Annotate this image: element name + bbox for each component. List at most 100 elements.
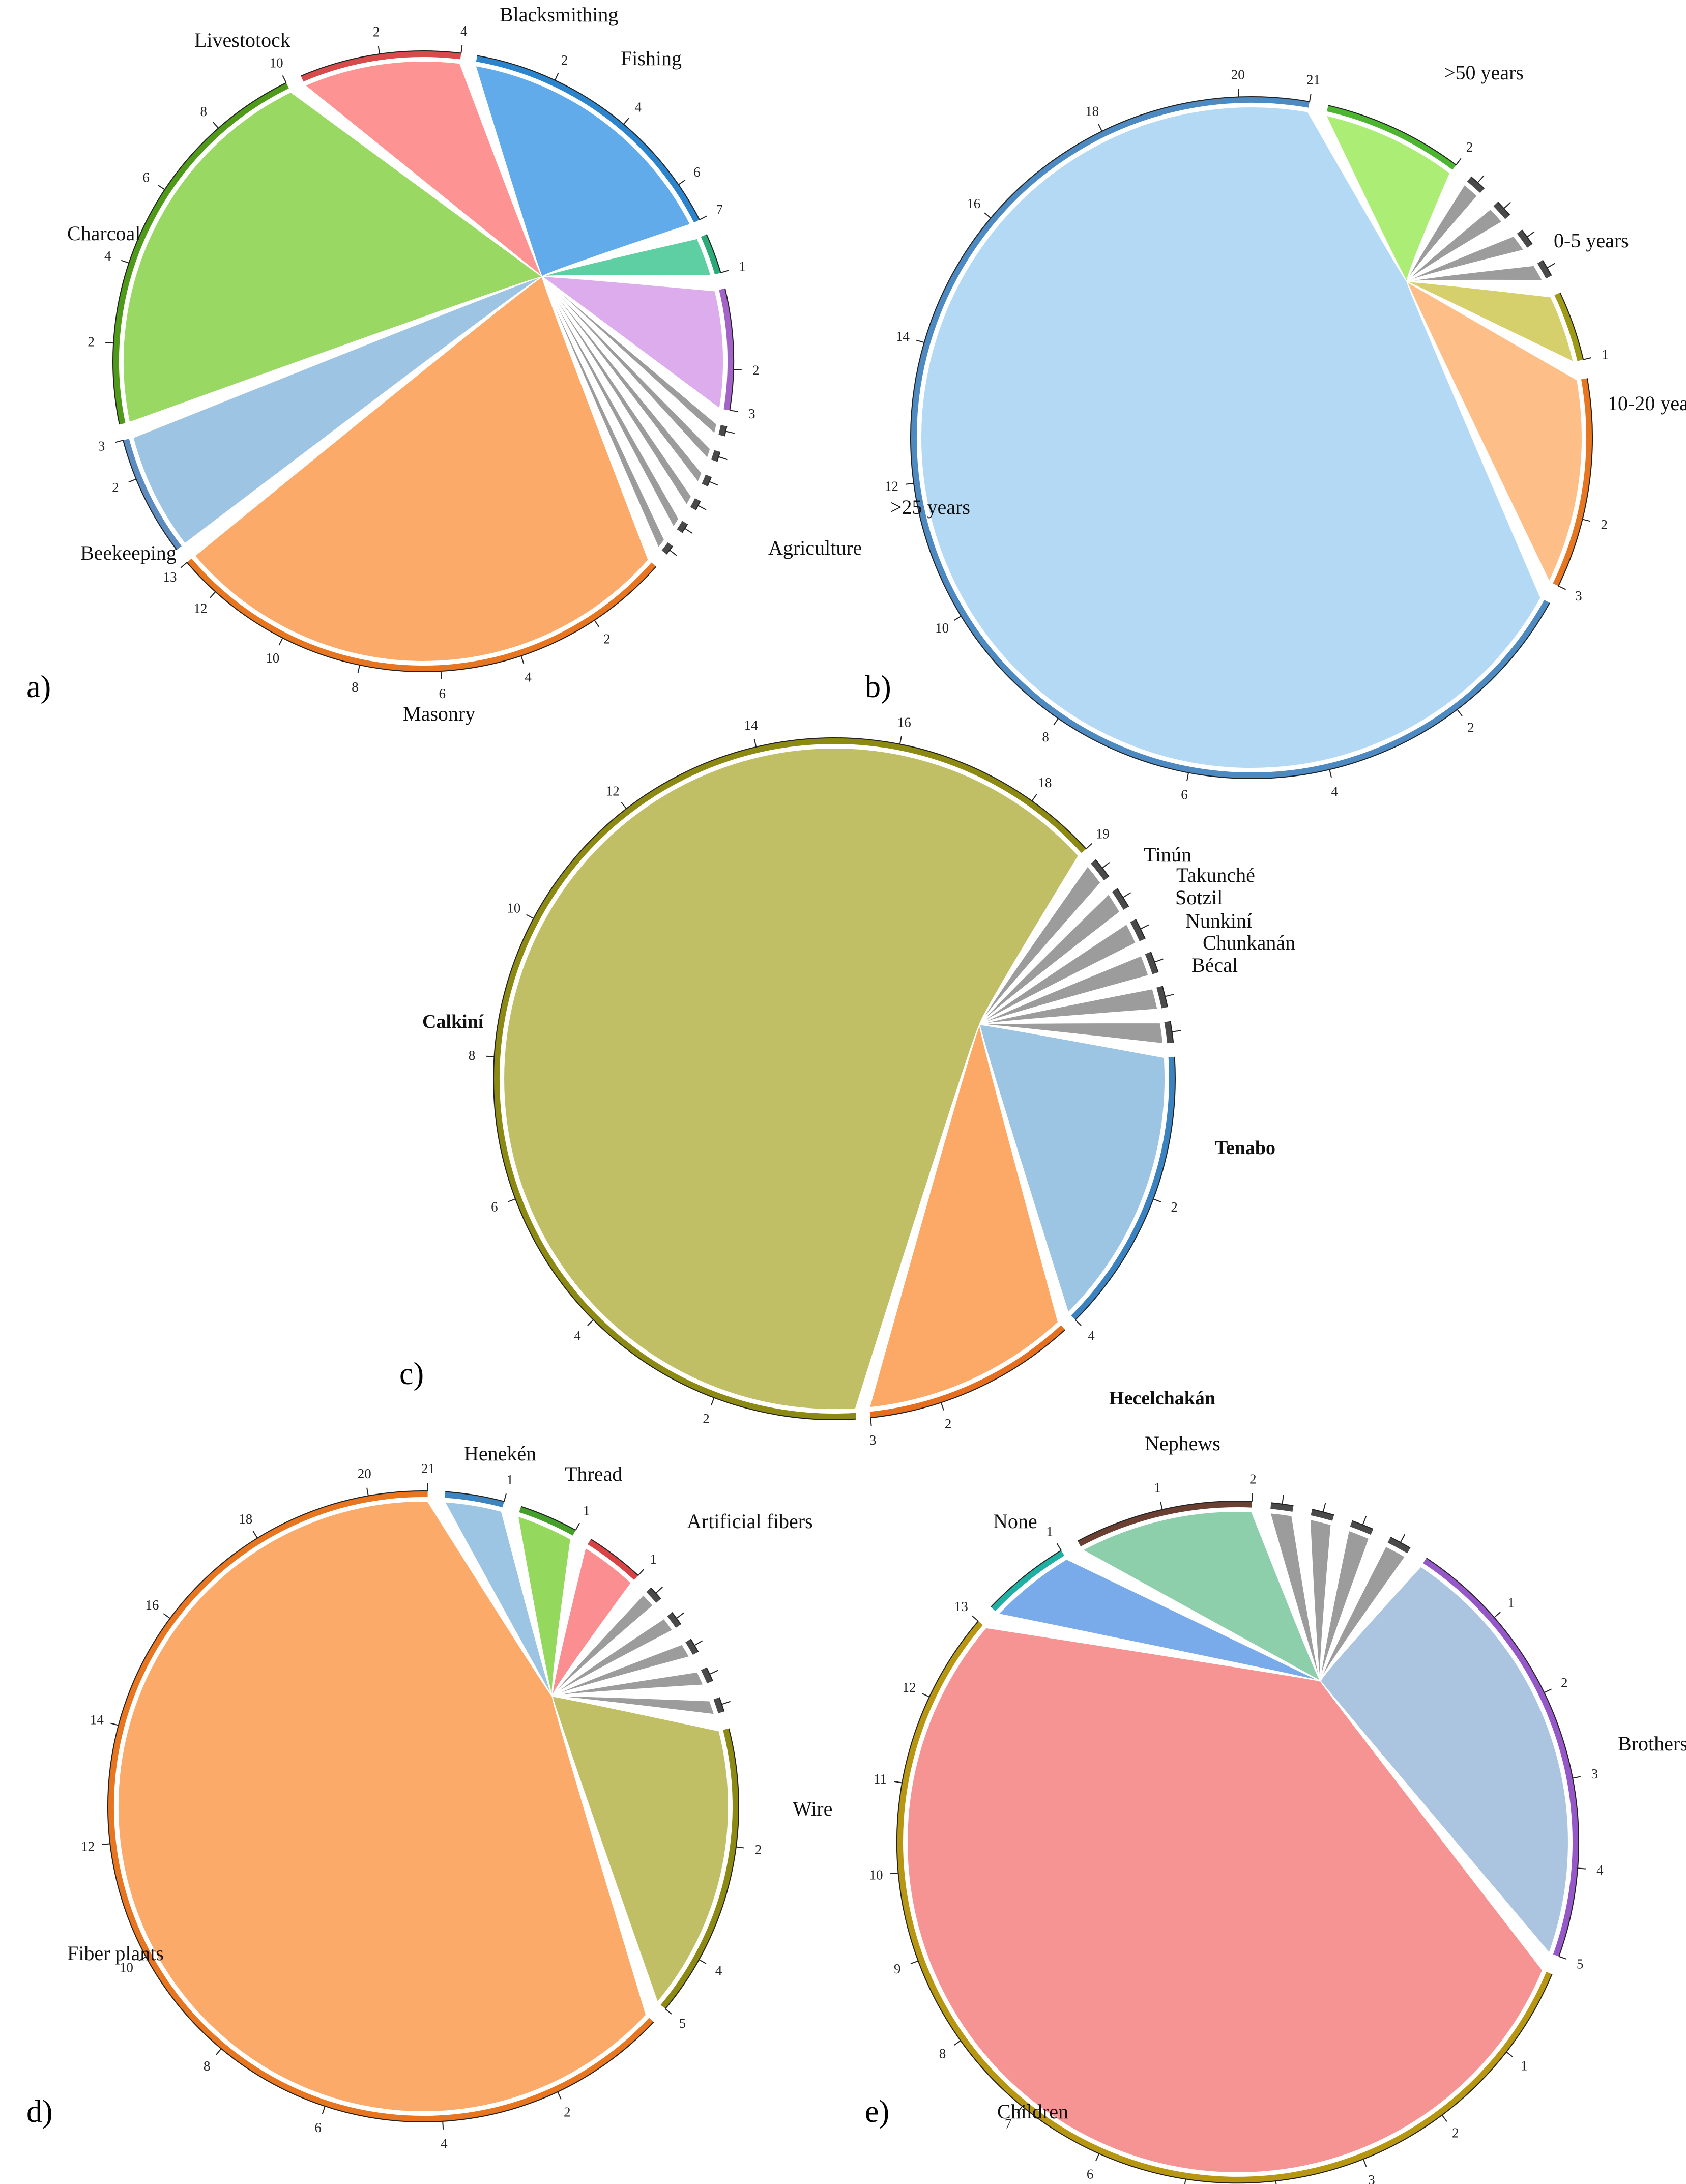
tick-label: 19 — [1096, 826, 1110, 842]
tick-mark — [1457, 709, 1463, 716]
sector-band-henek-n-0 — [445, 1491, 504, 1508]
sector-band-artificial-fibers-2 — [588, 1539, 638, 1580]
sector-outline-6 — [706, 1667, 713, 1681]
tick-label: 10 — [266, 650, 279, 666]
tick-label: 6 — [314, 2120, 322, 2135]
sector-label-none: None — [993, 1510, 1037, 1533]
tick-mark — [718, 456, 728, 461]
ribbon-tenabo-6 — [979, 1024, 1166, 1314]
tick-mark — [557, 2091, 562, 2100]
tick-mark — [906, 482, 914, 485]
tick-mark — [594, 620, 600, 627]
tick-mark — [1441, 2114, 1447, 2122]
sector-label-b-cal: Bécal — [1191, 954, 1238, 976]
tick-mark — [157, 184, 165, 190]
tick-mark — [554, 72, 559, 81]
tick-mark — [1309, 93, 1312, 102]
tick-mark — [1160, 1501, 1163, 1510]
tick-label: 10 — [270, 55, 283, 70]
tick-mark — [1558, 1956, 1567, 1960]
ribbon-hecelchak-n-7 — [868, 1024, 1059, 1409]
sector-band-brothers-5 — [1423, 1558, 1579, 1957]
sector-band-children-6 — [897, 1621, 1552, 2183]
sector-band-nunkin-3 — [1145, 952, 1158, 974]
sector-band-blacksmithing-1 — [701, 234, 721, 275]
tick-mark — [1275, 2180, 1277, 2184]
tick-label: 4 — [574, 1328, 581, 1343]
tick-mark — [665, 2008, 672, 2015]
tick-mark — [709, 481, 718, 486]
sector-band-25-years-7 — [910, 97, 1550, 779]
tick-label: 5 — [1577, 1957, 1584, 1972]
tick-mark — [102, 1843, 110, 1846]
tick-label: 2 — [1467, 720, 1474, 735]
sector-label-nephews: Nephews — [1145, 1432, 1220, 1455]
tick-label: 1 — [1154, 1480, 1161, 1496]
sector-label-25-years: >25 years — [890, 496, 970, 519]
sector-band-minor-1 — [1467, 177, 1485, 193]
tick-label: 8 — [1042, 729, 1049, 744]
tick-label: 2 — [945, 1416, 952, 1431]
sector-band-takunch-1 — [1112, 888, 1129, 910]
tick-label: 12 — [606, 783, 620, 798]
sector-label-henek-n: Henekén — [464, 1442, 536, 1465]
tick-mark — [678, 179, 686, 185]
panel-letter: a) — [26, 670, 51, 704]
sector-label-chunkan-n: Chunkanán — [1203, 931, 1295, 954]
sector-label-agriculture: Agriculture — [768, 536, 862, 559]
tick-label: 14 — [744, 717, 759, 733]
chord-panel-5: 12Nephews12345Brothers12345678910111213C… — [865, 1432, 1686, 2184]
tick-mark — [1544, 1688, 1552, 1693]
tick-mark — [899, 736, 902, 744]
tick-label: 18 — [1038, 775, 1052, 790]
panel-letter: c) — [399, 1357, 424, 1391]
ribbon-fishing-2 — [541, 276, 724, 410]
tick-mark — [890, 1872, 898, 1875]
sector-label-sotzil: Sotzil — [1175, 886, 1223, 909]
sector-band-minor-3 — [1517, 229, 1532, 248]
sector-outline-1 — [1271, 1502, 1294, 1506]
tick-mark — [1503, 202, 1511, 209]
tick-label: 16 — [145, 1597, 159, 1613]
tick-label: 10 — [507, 900, 520, 915]
tick-label: 4 — [1088, 1328, 1095, 1343]
tick-mark — [1165, 993, 1174, 997]
tick-label: 12 — [885, 478, 898, 494]
tick-label: 10 — [935, 620, 949, 636]
sector-label-livestotock: Livestotock — [194, 28, 290, 51]
tick-mark — [526, 914, 534, 919]
tick-label: 4 — [460, 23, 468, 39]
tick-mark — [684, 528, 693, 534]
tick-mark — [1583, 357, 1592, 360]
tick-mark — [621, 801, 627, 809]
ribbon-fiber-plants-9 — [117, 1501, 647, 2113]
sector-label-beekeeping: Beekeeping — [80, 541, 177, 564]
sector-band-masonry-10 — [123, 439, 182, 550]
tick-label: 6 — [491, 1199, 498, 1215]
ribbon-0-5-years-5 — [1406, 281, 1575, 363]
sector-band-wire-8 — [660, 1728, 739, 2009]
tick-label: 1 — [1521, 2058, 1528, 2074]
tick-label: 1 — [650, 1551, 657, 1567]
tick-mark — [460, 45, 463, 53]
tick-mark — [1238, 89, 1239, 97]
tick-mark — [1527, 231, 1535, 238]
ribbon-agriculture-9 — [194, 276, 649, 663]
sector-band-fiber-plants-9 — [107, 1491, 654, 2122]
tick-label: 2 — [1452, 2125, 1459, 2141]
sector-label-brothers: Brothers — [1618, 1732, 1686, 1755]
tick-label: 8 — [939, 2046, 946, 2061]
tick-label: 2 — [1466, 139, 1473, 155]
chord-panel-2: 2 >50 years 1 0-5 years 2 3 10-20 years 2 4 6 8 10 1… — [865, 61, 1686, 802]
sector-label-children: Children — [997, 2100, 1068, 2123]
tick-label: 8 — [352, 679, 359, 695]
tick-label: 12 — [193, 601, 207, 616]
tick-mark — [115, 440, 124, 443]
sector-label-tin-n: Tinún — [1144, 843, 1191, 866]
tick-mark — [252, 1531, 258, 1539]
tick-label: 2 — [755, 1842, 762, 1857]
tick-label: 8 — [200, 104, 207, 119]
tick-mark — [910, 1960, 919, 1965]
sector-outline-9 — [107, 1490, 654, 2122]
tick-mark — [1095, 2153, 1100, 2162]
